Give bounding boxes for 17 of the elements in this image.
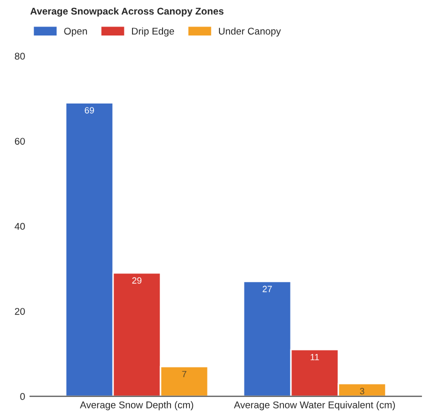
legend-label: Under Canopy xyxy=(218,27,281,37)
data-label: 7 xyxy=(182,370,186,378)
y-tick-label: 80 xyxy=(14,52,25,60)
legend-label: Drip Edge xyxy=(132,27,174,37)
data-label: 29 xyxy=(132,277,142,284)
data-label: 27 xyxy=(262,286,272,292)
data-label: 69 xyxy=(84,107,94,114)
y-tick-label: 20 xyxy=(14,308,25,315)
data-label: 3 xyxy=(360,388,364,394)
chart-title: Average Snowpack Across Canopy Zones xyxy=(30,7,224,17)
legend-label: Open xyxy=(64,28,87,37)
x-tick-label: Average Snow Depth (cm) xyxy=(80,401,194,410)
y-tick-label: 40 xyxy=(14,222,25,230)
y-tick-label: 0 xyxy=(20,393,25,400)
data-label: 11 xyxy=(310,354,319,360)
y-tick-label: 60 xyxy=(14,138,25,145)
x-tick-label: Average Snow Water Equivalent (cm) xyxy=(234,401,395,410)
